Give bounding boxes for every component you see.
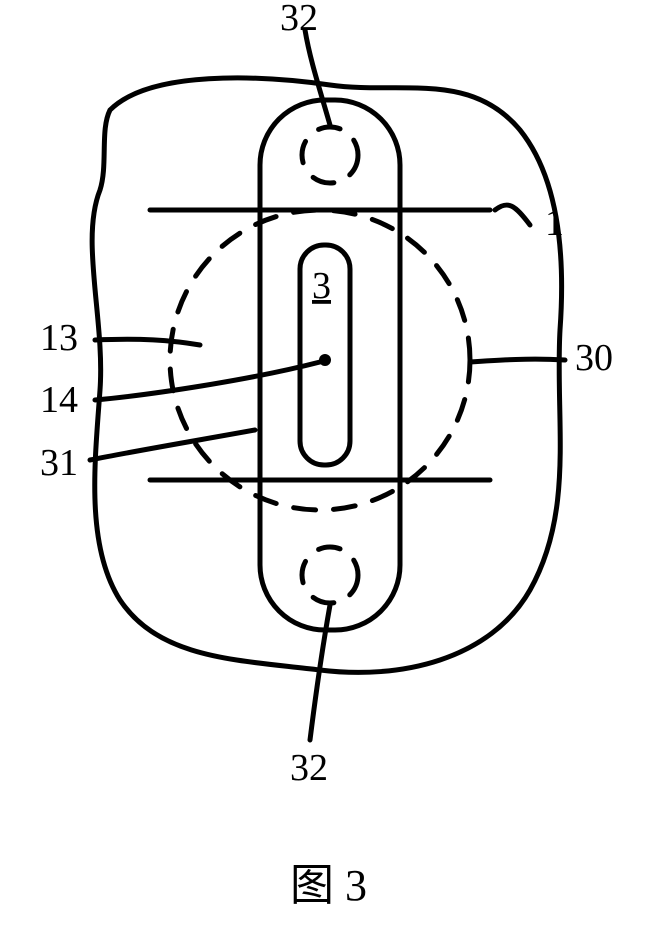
- figure-caption: 图 3: [290, 861, 367, 910]
- outer-blob: [92, 78, 561, 672]
- leader-13: [95, 339, 200, 345]
- label-32-bottom: 32: [290, 747, 328, 789]
- stadium-outer: [260, 100, 400, 630]
- label-14: 14: [40, 379, 78, 421]
- dashed-circle-top: [302, 127, 358, 183]
- label-32-top: 32: [280, 0, 318, 39]
- leader-1: [495, 205, 530, 225]
- dashed-circle-bottom: [302, 547, 358, 603]
- leader-31: [90, 430, 255, 460]
- label-1: 1: [545, 202, 564, 244]
- leader-30: [470, 359, 565, 362]
- label-3-center: 3: [312, 265, 331, 307]
- figure-3-diagram: 32 1 30 3 13 14 31 32 图 3: [0, 0, 669, 938]
- leader-14: [95, 362, 320, 400]
- label-13: 13: [40, 317, 78, 359]
- leader-32-top: [305, 30, 330, 125]
- label-31: 31: [40, 442, 78, 484]
- label-30: 30: [575, 337, 613, 379]
